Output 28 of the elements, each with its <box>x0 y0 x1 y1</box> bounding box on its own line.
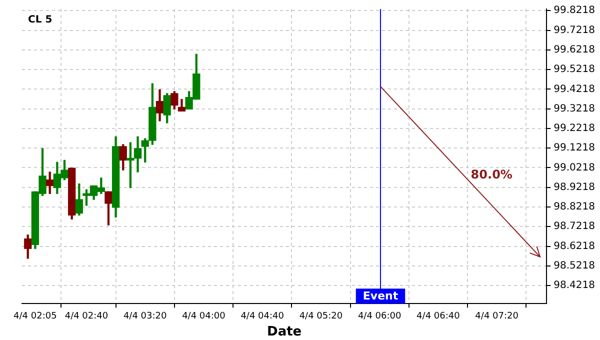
x-tick-label: 4/4 04:00 <box>182 311 226 322</box>
x-axis-title: Date <box>267 324 302 340</box>
x-tick-label: 4/4 04:40 <box>240 311 284 322</box>
y-tick-label: 98.6218 <box>554 240 596 252</box>
y-tick-label: 99.2218 <box>554 123 596 134</box>
y-tick-label: 98.9218 <box>554 182 596 193</box>
x-tick-label: 4/4 06:40 <box>416 311 460 322</box>
y-tick-label: 98.5218 <box>554 260 596 272</box>
y-tick-label: 99.4218 <box>554 84 596 95</box>
y-tick-label: 99.7218 <box>554 24 596 36</box>
x-tick-label: 4/4 07:20 <box>475 311 519 322</box>
y-tick-label: 99.3218 <box>554 103 596 114</box>
text: CL 5 <box>28 14 52 26</box>
y-tick-label: 99.0218 <box>554 162 596 174</box>
x-tick-label: 4/4 05:20 <box>299 311 343 322</box>
x-tick-label: 4/4 02:40 <box>64 311 108 322</box>
x-tick-label: 4/4 02:05 <box>14 311 57 322</box>
y-tick-label: 99.5218 <box>554 64 596 76</box>
ref-line-label: Event <box>362 289 398 302</box>
y-tick-label: 99.1218 <box>554 142 596 154</box>
y-tick-label: 98.4218 <box>554 280 596 292</box>
x-tick-label: 4/4 06:00 <box>358 311 402 322</box>
y-tick-label: 99.8218 <box>554 5 596 16</box>
y-tick-label: 98.7218 <box>554 221 596 232</box>
annotation: 80.0% <box>470 168 512 182</box>
y-tick-label: 99.6218 <box>554 44 596 56</box>
x-tick-label: 4/4 03:20 <box>123 311 168 322</box>
y-tick-label: 98.8218 <box>554 202 596 213</box>
